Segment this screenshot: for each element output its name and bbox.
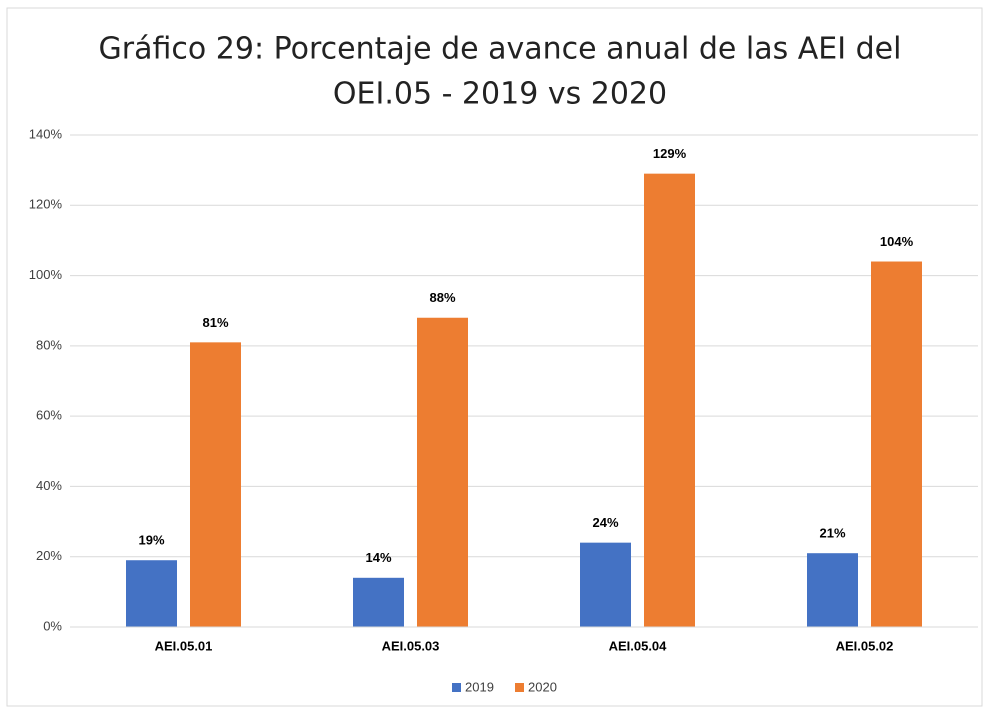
y-tick-label: 40% bbox=[36, 478, 62, 493]
bar bbox=[580, 542, 631, 627]
legend-label: 2020 bbox=[528, 679, 557, 694]
y-tick-label: 0% bbox=[43, 618, 62, 633]
bar bbox=[807, 553, 858, 627]
chart-title: Gráfico 29: Porcentaje de avance anual d… bbox=[99, 32, 902, 67]
data-label: 21% bbox=[819, 526, 845, 541]
x-tick-label: AEI.05.01 bbox=[155, 638, 213, 653]
bar bbox=[190, 342, 241, 627]
data-label: 14% bbox=[365, 550, 391, 565]
bar bbox=[417, 317, 468, 627]
y-tick-label: 20% bbox=[36, 548, 62, 563]
data-label: 129% bbox=[653, 146, 687, 161]
y-tick-label: 120% bbox=[29, 197, 63, 212]
x-tick-label: AEI.05.04 bbox=[609, 638, 668, 653]
bar bbox=[353, 577, 404, 627]
data-label: 88% bbox=[429, 290, 455, 305]
y-tick-label: 60% bbox=[36, 408, 62, 423]
data-label: 19% bbox=[138, 533, 164, 548]
bar bbox=[644, 173, 695, 627]
chart-title: OEI.05 - 2019 vs 2020 bbox=[333, 77, 667, 112]
bar bbox=[126, 560, 177, 627]
legend-swatch bbox=[515, 683, 524, 692]
data-label: 81% bbox=[202, 315, 228, 330]
legend-swatch bbox=[452, 683, 461, 692]
y-tick-label: 100% bbox=[29, 267, 63, 282]
data-label: 24% bbox=[592, 515, 618, 530]
y-tick-label: 140% bbox=[29, 126, 63, 141]
x-tick-label: AEI.05.03 bbox=[382, 638, 440, 653]
legend-label: 2019 bbox=[465, 679, 494, 694]
bar bbox=[871, 261, 922, 627]
y-tick-label: 80% bbox=[36, 337, 62, 352]
x-tick-label: AEI.05.02 bbox=[836, 638, 894, 653]
data-label: 104% bbox=[880, 234, 914, 249]
